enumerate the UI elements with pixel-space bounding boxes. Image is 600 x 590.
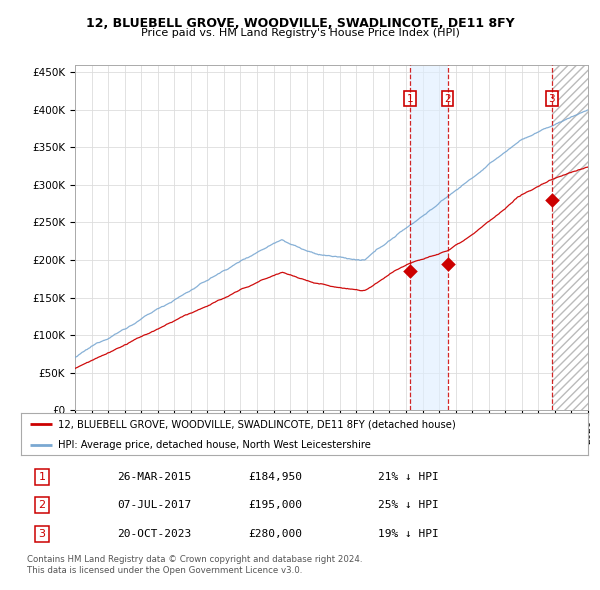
Text: 07-JUL-2017: 07-JUL-2017 (118, 500, 191, 510)
Text: £184,950: £184,950 (248, 472, 302, 482)
Bar (410, 65, 448, 410)
Text: 19% ↓ HPI: 19% ↓ HPI (378, 529, 439, 539)
Text: 3: 3 (38, 529, 46, 539)
Point (443, 259, 452, 268)
Text: This data is licensed under the Open Government Licence v3.0.: This data is licensed under the Open Gov… (27, 566, 302, 575)
Text: 25% ↓ HPI: 25% ↓ HPI (378, 500, 439, 510)
Text: 12, BLUEBELL GROVE, WOODVILLE, SWADLINCOTE, DE11 8FY (detached house): 12, BLUEBELL GROVE, WOODVILLE, SWADLINCO… (58, 419, 455, 430)
Text: HPI: Average price, detached house, North West Leicestershire: HPI: Average price, detached house, Nort… (58, 440, 371, 450)
Text: Price paid vs. HM Land Registry's House Price Index (HPI): Price paid vs. HM Land Registry's House … (140, 28, 460, 38)
Point (405, 267, 415, 276)
Text: 26-MAR-2015: 26-MAR-2015 (118, 472, 191, 482)
Text: 1: 1 (406, 94, 413, 104)
Text: £280,000: £280,000 (248, 529, 302, 539)
Text: 3: 3 (548, 94, 555, 104)
Text: £195,000: £195,000 (248, 500, 302, 510)
Text: 2: 2 (444, 94, 451, 104)
Text: 12, BLUEBELL GROVE, WOODVILLE, SWADLINCOTE, DE11 8FY: 12, BLUEBELL GROVE, WOODVILLE, SWADLINCO… (86, 17, 514, 30)
Text: 2: 2 (38, 500, 46, 510)
Bar (551, 65, 588, 410)
Text: 20-OCT-2023: 20-OCT-2023 (118, 529, 191, 539)
Text: Contains HM Land Registry data © Crown copyright and database right 2024.: Contains HM Land Registry data © Crown c… (27, 555, 362, 563)
Point (547, 195, 556, 205)
Text: 21% ↓ HPI: 21% ↓ HPI (378, 472, 439, 482)
Text: 1: 1 (38, 472, 46, 482)
